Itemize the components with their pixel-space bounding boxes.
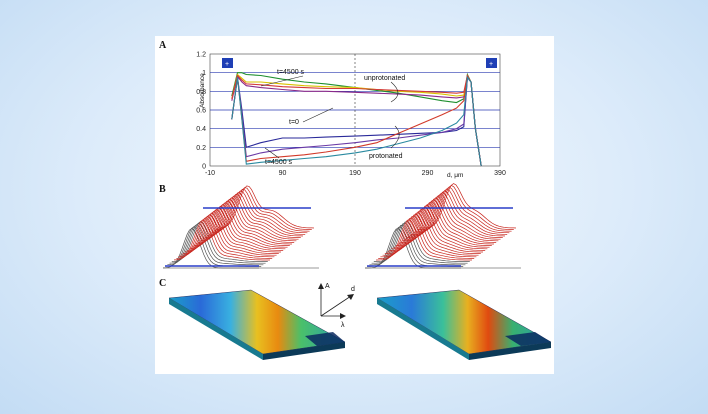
- spectrum-trace: [193, 204, 290, 246]
- arrow-protonated: [390, 125, 400, 149]
- spectrum-trace: [180, 214, 277, 256]
- spectrum-trace: [195, 202, 292, 245]
- y-tick-label: 0: [202, 164, 206, 171]
- y-tick-label: 1.2: [196, 52, 206, 59]
- spectrum-trace: [217, 185, 315, 229]
- spectrum-trace: [369, 224, 466, 266]
- spectrum-trace: [213, 188, 310, 232]
- spectrum-trace: [400, 199, 497, 243]
- tick-labels: 0 0.2 0.4 0.6 0.8 1 1.2 -10 90 190 290 390: [196, 52, 506, 178]
- spectrum-trace: [169, 222, 266, 264]
- y-tick-label: 0.8: [196, 89, 206, 96]
- left-marker-box: [222, 58, 233, 68]
- plot-grid: [209, 53, 501, 167]
- spectrum-trace: [184, 210, 281, 253]
- spectrum-trace: [211, 190, 308, 234]
- arrow-unprotonated: [390, 81, 399, 103]
- data-series: [231, 72, 482, 167]
- axis-legend-lambda: λ: [341, 322, 345, 329]
- spectrum-trace: [373, 221, 470, 262]
- axes-legend: A d λ: [318, 283, 355, 329]
- arrow-t-end-bottom: [264, 147, 280, 159]
- spectrum-trace: [178, 216, 275, 258]
- figure-svg: A Absorbance d, μm 0 0.2 0.4 0.6 0.8 1 1.2 -10 9…: [159, 40, 552, 360]
- annotation-protonated: protonated: [369, 153, 403, 160]
- y-tick-label: 1: [202, 70, 206, 77]
- spectrum-trace: [182, 212, 279, 254]
- panel-label-c: C: [159, 278, 166, 289]
- spectrum-trace: [378, 217, 475, 259]
- spectrum-trace: [365, 228, 461, 269]
- spectrum-trace: [402, 197, 499, 242]
- arrow-t-zero: [302, 107, 334, 123]
- surface-plot-left: [168, 289, 346, 360]
- series-line-unprotonated: [231, 73, 482, 167]
- spectrum-trace: [204, 195, 301, 238]
- waterfall-plot-right: [365, 183, 521, 269]
- spectrum-trace: [371, 222, 468, 264]
- arrow-t-end-top: [260, 75, 304, 87]
- x-tick-label: 90: [279, 170, 287, 177]
- right-marker-box: [486, 58, 497, 68]
- annotation-t-end-bottom: t=4500 s: [265, 159, 293, 166]
- x-tick-label: -10: [205, 170, 215, 177]
- x-tick-label: 390: [494, 170, 506, 177]
- spectrum-trace: [167, 224, 264, 266]
- figure-panel: A Absorbance d, μm 0 0.2 0.4 0.6 0.8 1 1.2 -10 9…: [155, 36, 554, 374]
- spectrum-trace: [191, 205, 288, 248]
- panel-label-b: B: [159, 184, 166, 195]
- spectrum-trace: [187, 209, 284, 251]
- waterfall-plot-left: [162, 185, 319, 269]
- spectrum-trace: [206, 194, 304, 237]
- spectrum-trace: [376, 219, 472, 261]
- annotation-t-zero: t=0: [289, 119, 299, 126]
- absorbance-line-chart: Absorbance d, μm 0 0.2 0.4 0.6 0.8 1 1.2 -10 90 1…: [196, 52, 506, 180]
- annotation-t-end-top: t=4500 s: [277, 69, 305, 76]
- spectrum-trace: [200, 199, 297, 242]
- y-tick-label: 0.6: [196, 108, 206, 115]
- spectrum-trace: [173, 219, 270, 261]
- axis-legend-a: A: [325, 283, 330, 290]
- spectrum-trace: [189, 207, 286, 250]
- y-tick-label: 0.2: [196, 145, 206, 152]
- x-tick-label: 290: [422, 170, 434, 177]
- axis-legend-d: d: [351, 286, 355, 293]
- spectrum-trace: [404, 195, 501, 240]
- panel-label-a: A: [159, 40, 167, 51]
- spectrum-trace: [202, 197, 299, 240]
- right-marker: +: [489, 61, 493, 68]
- annotation-unprotonated: unprotonated: [364, 75, 405, 82]
- series-line-protonated: [231, 75, 482, 167]
- spectrum-trace: [198, 200, 295, 243]
- surface-plot-right: [376, 289, 552, 360]
- spectrum-trace: [415, 186, 512, 232]
- y-tick-label: 0.4: [196, 126, 206, 133]
- spectrum-trace: [215, 187, 312, 230]
- left-marker: +: [225, 61, 229, 68]
- y-axis-title: Absorbance: [199, 73, 206, 108]
- spectrum-trace: [176, 217, 273, 259]
- x-tick-label: 190: [349, 170, 361, 177]
- spectrum-trace: [380, 215, 477, 258]
- x-axis-title: d, μm: [447, 172, 463, 179]
- spectrum-trace: [420, 183, 517, 229]
- spectrum-trace: [209, 192, 306, 235]
- spectrum-trace: [171, 221, 268, 262]
